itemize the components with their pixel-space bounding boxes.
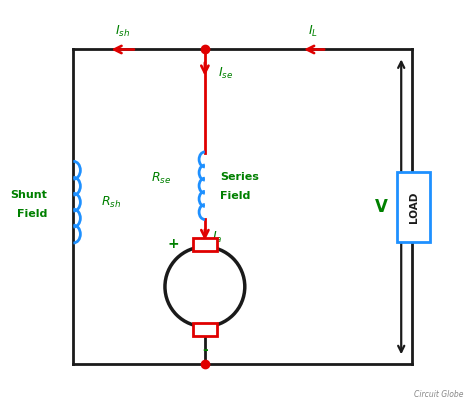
Text: Shunt: Shunt (10, 190, 47, 200)
Bar (398, 172, 430, 242)
Text: $R_{sh}$: $R_{sh}$ (100, 195, 121, 210)
Circle shape (165, 247, 245, 327)
Text: $R_a$: $R_a$ (209, 279, 224, 294)
Text: Field: Field (17, 209, 47, 219)
Text: $R_{se}$: $R_{se}$ (151, 171, 171, 186)
Text: -: - (202, 343, 208, 357)
Bar (192, 323, 217, 336)
Text: V: V (374, 198, 387, 216)
Bar (192, 238, 217, 251)
Text: $I_a$: $I_a$ (212, 230, 222, 245)
Text: $I_{se}$: $I_{se}$ (218, 66, 233, 81)
Text: $I_{sh}$: $I_{sh}$ (115, 24, 130, 39)
Text: Field: Field (220, 191, 250, 201)
Text: +: + (167, 237, 179, 251)
Text: Series: Series (220, 172, 259, 182)
Text: $E_b$: $E_b$ (184, 279, 199, 294)
Text: LOAD: LOAD (409, 191, 419, 222)
Text: $I_L$: $I_L$ (308, 24, 318, 39)
Text: Circuit Globe: Circuit Globe (414, 390, 463, 399)
